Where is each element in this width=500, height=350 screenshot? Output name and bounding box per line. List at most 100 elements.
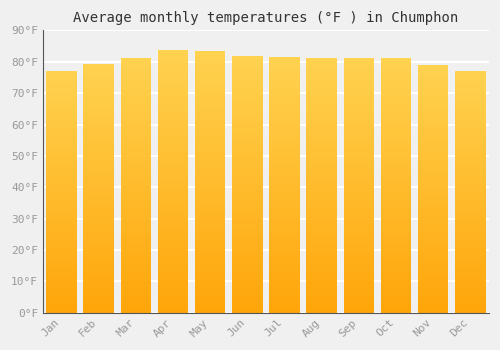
Bar bbox=[232, 110, 262, 113]
Bar bbox=[344, 290, 374, 294]
Bar bbox=[270, 76, 300, 79]
Bar bbox=[195, 254, 226, 257]
Bar bbox=[270, 118, 300, 121]
Bar bbox=[418, 309, 448, 313]
Bar bbox=[381, 224, 411, 227]
Bar bbox=[84, 201, 114, 204]
Bar bbox=[232, 277, 262, 280]
Bar bbox=[455, 191, 486, 195]
Bar bbox=[232, 171, 262, 174]
Bar bbox=[195, 78, 226, 81]
Bar bbox=[418, 114, 448, 118]
Bar bbox=[455, 158, 486, 161]
Bar bbox=[195, 251, 226, 254]
Bar bbox=[418, 136, 448, 139]
Bar bbox=[381, 147, 411, 150]
Bar bbox=[455, 174, 486, 176]
Bar bbox=[418, 183, 448, 186]
Bar bbox=[306, 93, 337, 96]
Bar bbox=[195, 208, 226, 211]
Bar bbox=[232, 203, 262, 206]
Bar bbox=[306, 230, 337, 233]
Bar bbox=[455, 222, 486, 225]
Bar bbox=[158, 149, 188, 152]
Bar bbox=[381, 106, 411, 109]
Bar bbox=[232, 120, 262, 123]
Bar bbox=[46, 301, 77, 303]
Bar bbox=[306, 150, 337, 153]
Bar bbox=[455, 180, 486, 183]
Bar bbox=[381, 287, 411, 290]
Bar bbox=[344, 147, 374, 150]
Bar bbox=[381, 278, 411, 281]
Bar bbox=[120, 138, 151, 141]
Bar bbox=[120, 182, 151, 185]
Bar bbox=[84, 257, 114, 260]
Bar bbox=[455, 210, 486, 213]
Bar bbox=[381, 65, 411, 68]
Bar bbox=[84, 238, 114, 241]
Bar bbox=[232, 255, 262, 258]
Bar bbox=[120, 102, 151, 105]
Bar bbox=[381, 141, 411, 144]
Bar bbox=[270, 284, 300, 287]
Bar bbox=[455, 186, 486, 189]
Bar bbox=[46, 89, 77, 92]
Bar bbox=[381, 116, 411, 119]
Bar bbox=[195, 61, 226, 64]
Bar bbox=[232, 306, 262, 309]
Bar bbox=[306, 131, 337, 134]
Bar bbox=[158, 135, 188, 139]
Bar bbox=[270, 70, 300, 73]
Bar bbox=[344, 255, 374, 258]
Bar bbox=[120, 290, 151, 294]
Bar bbox=[455, 310, 486, 313]
Bar bbox=[306, 309, 337, 313]
Bar bbox=[381, 58, 411, 62]
Bar bbox=[158, 260, 188, 264]
Bar bbox=[232, 100, 262, 104]
Bar bbox=[344, 233, 374, 236]
Bar bbox=[381, 262, 411, 265]
Bar bbox=[381, 97, 411, 100]
Bar bbox=[381, 87, 411, 90]
Bar bbox=[344, 93, 374, 96]
Bar bbox=[418, 294, 448, 297]
Bar bbox=[344, 195, 374, 198]
Bar bbox=[232, 239, 262, 242]
Bar bbox=[455, 146, 486, 149]
Bar bbox=[270, 258, 300, 261]
Bar bbox=[195, 88, 226, 91]
Bar bbox=[455, 110, 486, 113]
Bar bbox=[158, 168, 188, 172]
Bar bbox=[120, 281, 151, 284]
Bar bbox=[46, 107, 77, 110]
Bar bbox=[46, 86, 77, 89]
Bar bbox=[306, 64, 337, 67]
Bar bbox=[418, 272, 448, 275]
Bar bbox=[418, 263, 448, 266]
Bar bbox=[84, 89, 114, 92]
Bar bbox=[158, 93, 188, 96]
Bar bbox=[120, 220, 151, 223]
Bar bbox=[455, 216, 486, 219]
Bar bbox=[46, 198, 77, 201]
Bar bbox=[46, 98, 77, 101]
Bar bbox=[344, 160, 374, 163]
Bar bbox=[455, 225, 486, 228]
Bar bbox=[84, 126, 114, 130]
Bar bbox=[46, 228, 77, 231]
Bar bbox=[232, 216, 262, 219]
Bar bbox=[46, 225, 77, 228]
Bar bbox=[455, 255, 486, 258]
Bar bbox=[84, 74, 114, 77]
Bar bbox=[158, 129, 188, 132]
Bar bbox=[120, 156, 151, 160]
Bar bbox=[195, 309, 226, 313]
Bar bbox=[455, 249, 486, 252]
Bar bbox=[120, 284, 151, 287]
Bar bbox=[158, 306, 188, 309]
Bar bbox=[120, 99, 151, 102]
Bar bbox=[306, 300, 337, 303]
Bar bbox=[381, 186, 411, 189]
